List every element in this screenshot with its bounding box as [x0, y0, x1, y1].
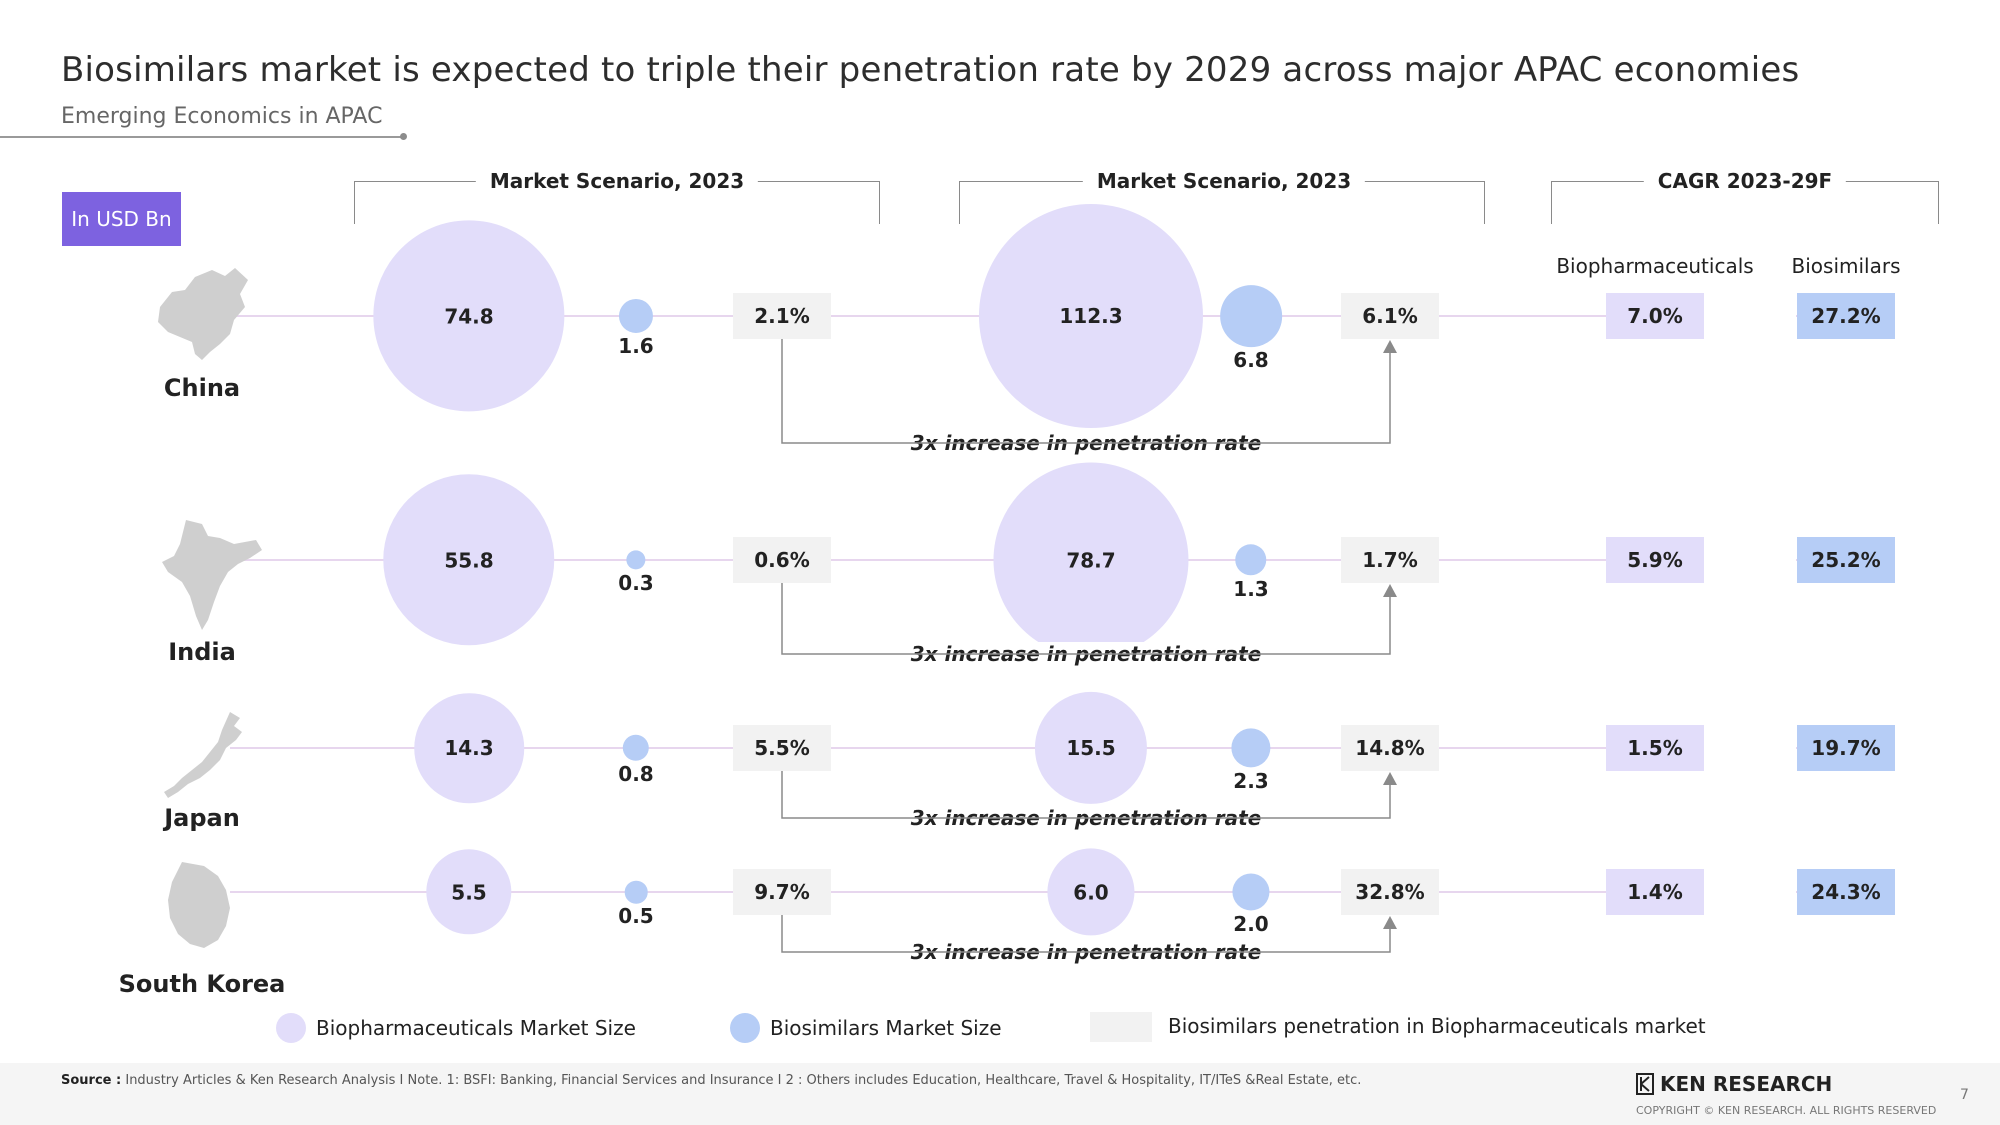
- penetration-2023-box: 5.5%: [733, 725, 831, 771]
- cagr-col-biosimilars: Biosimilars: [1791, 254, 1901, 278]
- bracket-right-label: CAGR 2023-29F: [1643, 169, 1847, 193]
- bracket-left-label: Market Scenario, 2023: [475, 169, 759, 193]
- sim-2029-bubble-label: 6.8: [1233, 347, 1269, 372]
- penetration-2029-box: 6.1%: [1341, 293, 1439, 339]
- row-guide-line: [230, 315, 1670, 317]
- arrow-up-icon: [1383, 584, 1397, 597]
- penetration-connector: [781, 583, 1391, 655]
- sim-2029-bubble-label: 2.0: [1233, 911, 1269, 936]
- bio-2023-bubble: 55.8: [383, 474, 555, 646]
- penetration-2029-box: 14.8%: [1341, 725, 1439, 771]
- ken-logo-text: KEN RESEARCH: [1660, 1072, 1833, 1096]
- bio-2029-bubble: 15.5: [1034, 691, 1148, 805]
- sim-2023-bubble: [626, 550, 646, 570]
- bio-2023-bubble: 5.5: [426, 849, 512, 935]
- bio-2023-bubble: 74.8: [373, 220, 565, 412]
- subtitle-underline: [0, 136, 404, 138]
- ken-logo-icon: [1636, 1073, 1654, 1095]
- legend-sim-swatch: [730, 1013, 760, 1043]
- page-title: Biosimilars market is expected to triple…: [61, 50, 1800, 90]
- legend-pen-swatch: [1090, 1012, 1152, 1042]
- cagr-sim-box: 19.7%: [1797, 725, 1895, 771]
- source-note: Source : Industry Articles & Ken Researc…: [61, 1073, 1361, 1088]
- sim-2029-bubble: [1232, 873, 1270, 911]
- sim-2023-bubble: [622, 734, 650, 762]
- sim-2029-bubble-label: 1.3: [1233, 576, 1269, 601]
- page-number: 7: [1960, 1087, 1969, 1103]
- penetration-connector: [781, 915, 1391, 953]
- cagr-bio-box: 1.5%: [1606, 725, 1704, 771]
- row-guide-line: [230, 559, 1670, 561]
- page-subtitle: Emerging Economics in APAC: [61, 104, 383, 129]
- footer-bar: [0, 1063, 2000, 1125]
- arrow-up-icon: [1383, 340, 1397, 353]
- country-name: South Korea: [118, 970, 286, 998]
- country-name: China: [163, 374, 241, 402]
- sim-2023-bubble-label: 0.8: [618, 762, 654, 787]
- subtitle-underline-dot: [400, 133, 407, 140]
- sim-2029-bubble: [1220, 285, 1282, 347]
- penetration-2029-box: 32.8%: [1341, 869, 1439, 915]
- sim-2023-bubble-label: 0.3: [618, 570, 654, 595]
- bracket-middle-label: Market Scenario, 2023: [1082, 169, 1366, 193]
- source-label: Source :: [61, 1073, 122, 1088]
- penetration-connector: [781, 771, 1391, 819]
- legend-pen-label: Biosimilars penetration in Biopharmaceut…: [1168, 1014, 1706, 1038]
- bio-2029-bubble: 6.0: [1047, 848, 1135, 936]
- source-text: Industry Articles & Ken Research Analysi…: [125, 1073, 1362, 1088]
- country-map-icon: [158, 268, 248, 360]
- sim-2023-bubble: [624, 880, 648, 904]
- unit-badge: In USD Bn: [62, 192, 181, 246]
- legend-sim-label: Biosimilars Market Size: [770, 1016, 1002, 1040]
- sim-2023-bubble-label: 0.5: [618, 904, 654, 929]
- bio-2029-bubble: 78.7: [993, 462, 1189, 658]
- country-name: Japan: [164, 804, 240, 832]
- arrow-up-icon: [1383, 772, 1397, 785]
- cagr-bio-box: 5.9%: [1606, 537, 1704, 583]
- country-map-icon: [162, 520, 262, 630]
- cagr-col-biopharmaceuticals: Biopharmaceuticals: [1556, 254, 1754, 278]
- penetration-2023-box: 0.6%: [733, 537, 831, 583]
- bio-2023-bubble: 14.3: [414, 693, 524, 803]
- sim-2023-bubble: [618, 298, 654, 334]
- ken-research-logo: KEN RESEARCH: [1636, 1072, 1832, 1096]
- copyright: COPYRIGHT © KEN RESEARCH. ALL RIGHTS RES…: [1636, 1104, 1937, 1117]
- penetration-2023-box: 9.7%: [733, 869, 831, 915]
- penetration-2029-box: 1.7%: [1341, 537, 1439, 583]
- legend-bio-swatch: [276, 1013, 306, 1043]
- arrow-up-icon: [1383, 916, 1397, 929]
- cagr-bio-box: 1.4%: [1606, 869, 1704, 915]
- row-guide-line: [230, 747, 1670, 749]
- cagr-bio-box: 7.0%: [1606, 293, 1704, 339]
- penetration-2023-box: 2.1%: [733, 293, 831, 339]
- penetration-connector: [781, 339, 1391, 444]
- row-guide-line: [230, 891, 1670, 893]
- country-map-icon: [164, 712, 242, 798]
- country-name: India: [168, 638, 236, 666]
- cagr-sim-box: 25.2%: [1797, 537, 1895, 583]
- sim-2029-bubble-label: 2.3: [1233, 768, 1269, 793]
- cagr-sim-box: 27.2%: [1797, 293, 1895, 339]
- country-map-icon: [168, 862, 230, 948]
- sim-2029-bubble: [1235, 544, 1267, 576]
- sim-2023-bubble-label: 1.6: [618, 334, 654, 359]
- legend-bio-label: Biopharmaceuticals Market Size: [316, 1016, 636, 1040]
- cagr-sim-box: 24.3%: [1797, 869, 1895, 915]
- bio-2029-bubble: 112.3: [978, 203, 1204, 429]
- sim-2029-bubble: [1231, 728, 1271, 768]
